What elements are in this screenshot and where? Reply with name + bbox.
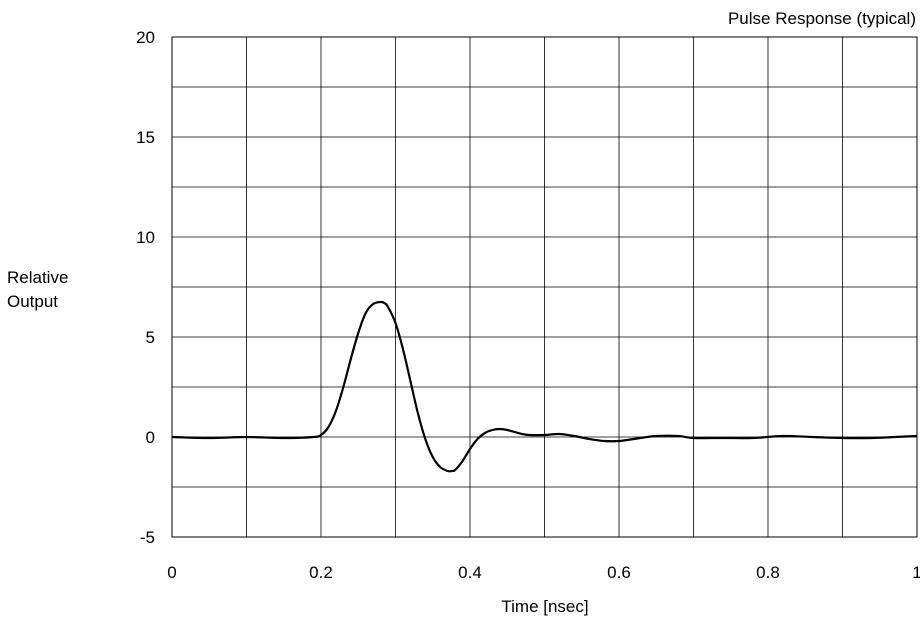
y-tick-label: 15	[136, 128, 155, 147]
y-tick-label: -5	[140, 528, 155, 547]
x-tick-labels: 0 0.2 0.4 0.6 0.8 1	[167, 563, 920, 582]
chart-title: Pulse Response (typical)	[728, 9, 916, 28]
grid	[172, 37, 917, 537]
x-axis-label: Time [nsec]	[501, 597, 588, 616]
y-axis-label-line2: Output	[7, 292, 58, 311]
y-tick-label: 0	[146, 428, 155, 447]
y-tick-labels: -5 0 5 10 15 20	[136, 28, 155, 547]
y-tick-label: 5	[146, 328, 155, 347]
x-tick-label: 0.8	[756, 563, 780, 582]
plot-border	[171, 36, 918, 538]
x-tick-label: 0	[167, 563, 176, 582]
x-tick-label: 0.2	[309, 563, 333, 582]
x-tick-label: 1	[912, 563, 920, 582]
y-tick-label: 20	[136, 28, 155, 47]
y-axis-label-line1: Relative	[7, 268, 68, 287]
y-tick-label: 10	[136, 228, 155, 247]
series-lines	[171, 300, 918, 473]
x-tick-label: 0.4	[458, 563, 482, 582]
plot-frame	[171, 36, 918, 538]
x-tick-label: 0.6	[607, 563, 631, 582]
series-line-pulse-response	[171, 300, 918, 473]
